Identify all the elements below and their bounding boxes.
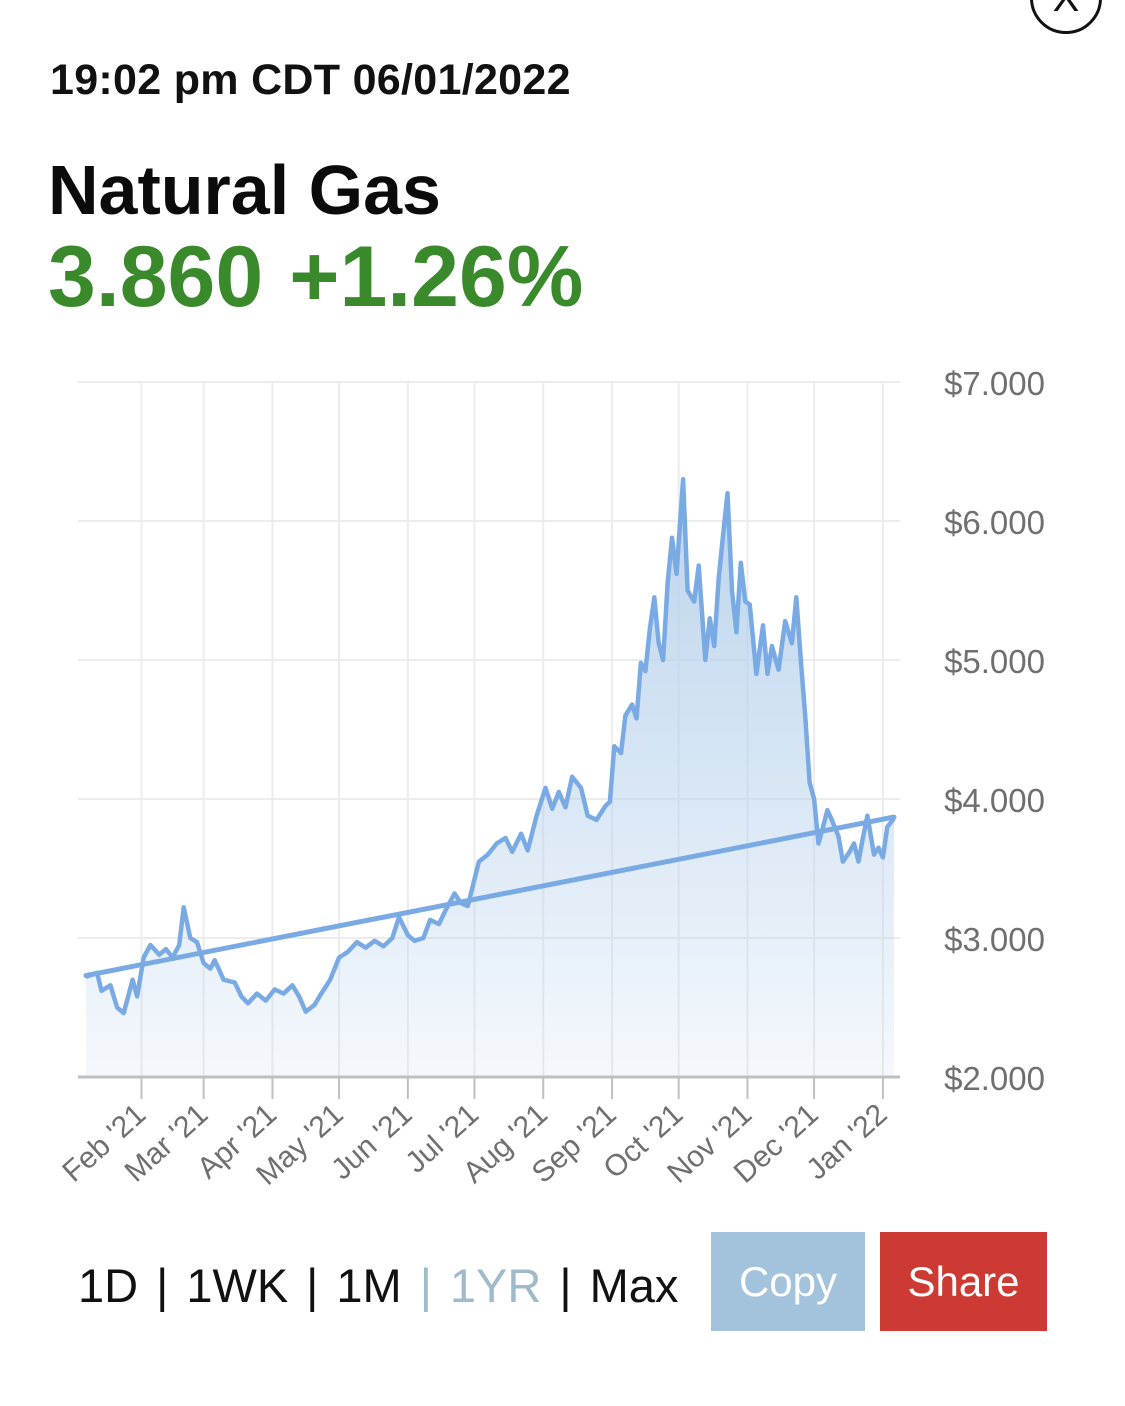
y-tick-label: $5.000 [944,643,1045,680]
range-separator: | [156,1259,169,1312]
quote-row: 3.860 +1.26% [48,228,583,327]
range-option-1wk[interactable]: 1WK [186,1259,289,1312]
range-separator: | [559,1259,572,1312]
copy-button[interactable]: Copy [711,1232,865,1331]
price-line [85,477,896,1016]
price-chart: $7.000$6.000$5.000$4.000$3.000$2.000Feb … [56,365,1045,1192]
share-button[interactable]: Share [880,1232,1047,1331]
trend-line [83,814,897,979]
quote-price: 3.860 [48,229,264,325]
range-separator: | [306,1259,319,1312]
chart-area [83,477,897,1077]
range-option-1d[interactable]: 1D [78,1259,139,1312]
quote-change: +1.26% [289,229,584,325]
range-selector: 1D | 1WK | 1M | 1YR | Max [78,1258,678,1313]
range-option-1m[interactable]: 1M [336,1259,402,1312]
close-button[interactable]: X [1030,0,1102,34]
price-area-fill [86,479,894,1077]
y-tick-label: $2.000 [944,1060,1045,1097]
y-tick-label: $7.000 [944,365,1045,402]
chart-axes [78,1075,900,1099]
y-tick-label: $6.000 [944,504,1045,541]
asset-name: Natural Gas [48,151,441,229]
quote-timestamp: 19:02 pm CDT 06/01/2022 [50,56,571,104]
y-tick-label: $3.000 [944,921,1045,958]
range-separator: | [419,1259,432,1312]
y-tick-label: $4.000 [944,782,1045,819]
range-option-max[interactable]: Max [589,1259,679,1312]
close-icon: X [1053,0,1080,21]
range-option-1yr[interactable]: 1YR [449,1259,542,1312]
